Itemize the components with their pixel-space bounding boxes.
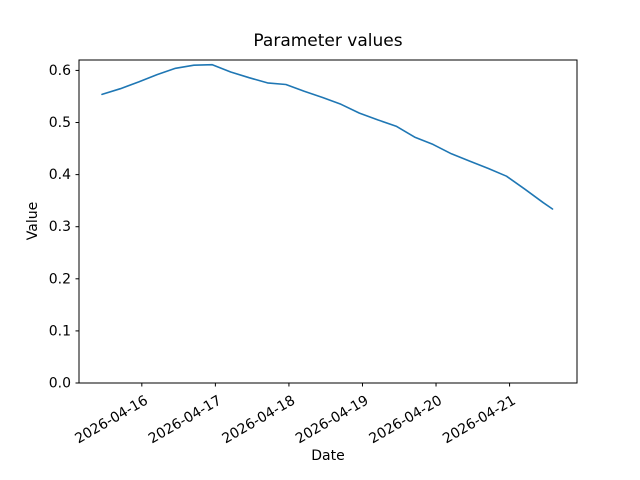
- x-tick-label: 2026-04-21: [440, 393, 518, 448]
- data-series: [101, 63, 554, 210]
- x-tick-label: 2026-04-17: [146, 393, 224, 448]
- x-axis-ticks: 2026-04-162026-04-172026-04-182026-04-19…: [72, 383, 519, 448]
- chart-title: Parameter values: [253, 31, 402, 51]
- x-axis-label: Date: [311, 448, 344, 464]
- y-tick-label: 0.6: [49, 63, 71, 79]
- y-tick-label: 0.0: [49, 376, 71, 392]
- y-axis-label: Value: [25, 202, 41, 240]
- y-tick-label: 0.4: [49, 167, 71, 183]
- data-line: [101, 63, 554, 210]
- y-tick-label: 0.2: [49, 271, 71, 287]
- x-tick-label: 2026-04-20: [367, 393, 445, 448]
- x-tick-label: 2026-04-18: [219, 393, 297, 448]
- y-tick-label: 0.1: [49, 323, 71, 339]
- y-tick-label: 0.5: [49, 115, 71, 131]
- plot-area: [78, 59, 578, 384]
- x-tick-label: 2026-04-16: [72, 393, 151, 448]
- x-tick-label: 2026-04-19: [293, 393, 371, 448]
- y-tick-label: 0.3: [49, 219, 71, 235]
- y-axis-ticks: 0.0 0.1 0.2 0.3 0.4 0.5 0.6: [49, 63, 79, 392]
